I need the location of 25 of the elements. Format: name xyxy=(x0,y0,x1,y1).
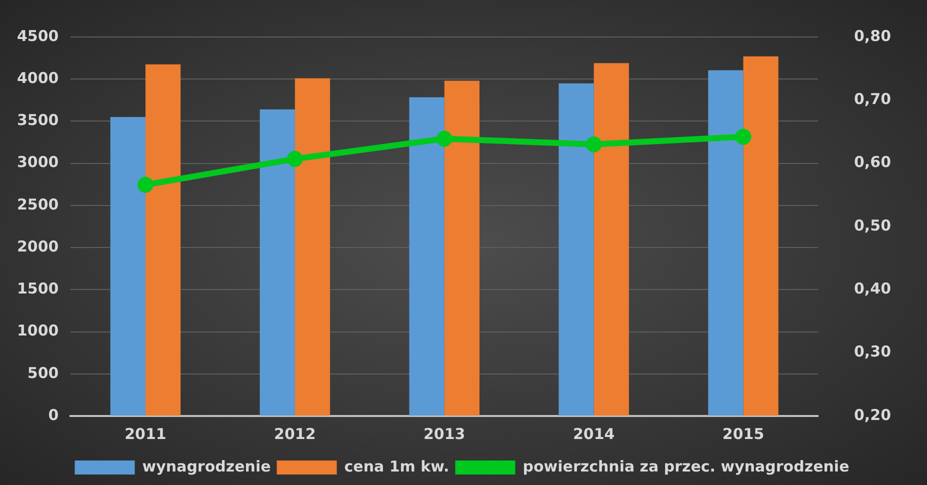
legend-label: powierzchnia za przec. wynagrodzenie xyxy=(522,457,850,476)
y2-tick-label: 0,30 xyxy=(854,342,892,361)
y-tick-label: 500 xyxy=(27,364,59,382)
y-tick-label: 1000 xyxy=(17,322,59,340)
y-tick-label: 2000 xyxy=(17,237,59,256)
x-tick-label: 2013 xyxy=(423,424,466,443)
x-tick-label: 2015 xyxy=(722,424,764,443)
y-tick-label: 2500 xyxy=(17,195,59,214)
y2-tick-label: 0,80 xyxy=(854,26,892,45)
x-tick-label: 2011 xyxy=(124,424,166,443)
y2-tick-label: 0,70 xyxy=(854,90,892,108)
y2-tick-label: 0,50 xyxy=(854,216,892,234)
x-tick-label: 2012 xyxy=(274,424,316,443)
x-tick-label: 2014 xyxy=(572,424,615,443)
y2-tick-label: 0,40 xyxy=(854,280,892,298)
y2-tick-label: 0,60 xyxy=(854,153,892,172)
y-tick-label: 4500 xyxy=(17,26,59,45)
y-tick-label: 0 xyxy=(48,406,59,424)
legend-label: wynagrodzenie xyxy=(142,457,271,476)
y-tick-label: 3000 xyxy=(17,153,59,172)
y-tick-label: 3500 xyxy=(17,111,59,130)
legend-label: cena 1m kw. xyxy=(344,457,450,476)
y-tick-label: 1500 xyxy=(17,280,59,298)
y2-tick-label: 0,20 xyxy=(854,406,892,424)
y-tick-label: 4000 xyxy=(17,69,59,87)
